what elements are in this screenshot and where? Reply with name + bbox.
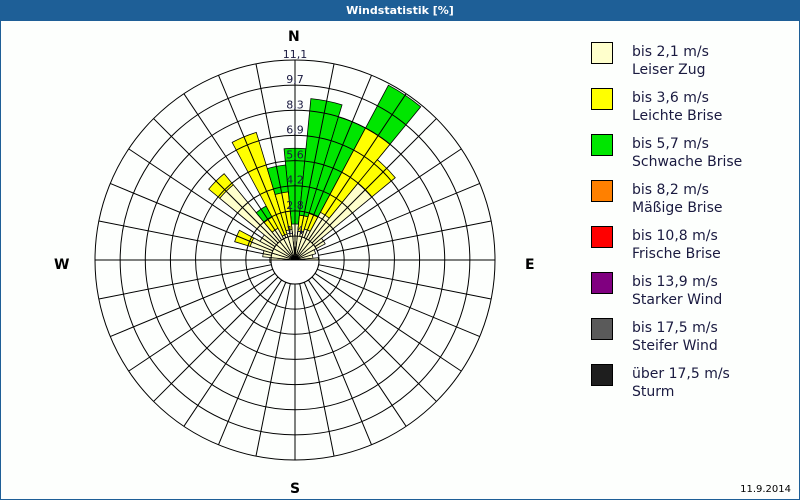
wind-rose-grid <box>94 59 496 461</box>
legend-label: Leiser Zug <box>632 62 706 78</box>
legend-label: Starker Wind <box>632 292 723 308</box>
legend-label: Leichte Brise <box>632 108 723 124</box>
ring-label: 4,2 <box>286 174 304 187</box>
legend-item-frische-brise: bis 10,8 m/s Frische Brise <box>591 226 791 272</box>
ring-label: 1,4 <box>286 224 304 237</box>
grid-radial <box>110 183 274 252</box>
grid-radial <box>255 63 291 237</box>
legend-swatch <box>591 134 613 156</box>
wind-rose-chart: 1,4 2,8 4,2 5,6 6,9 8,3 9,7 11,1 <box>94 48 496 461</box>
legend-item-maessige-brise: bis 8,2 m/s Mäßige Brise <box>591 180 791 226</box>
grid-radial <box>98 264 272 300</box>
grid-radial <box>318 220 492 256</box>
chart-date: 11.9.2014 <box>740 484 791 495</box>
ring-label: 6,9 <box>286 123 304 136</box>
grid-radial <box>183 279 283 427</box>
legend-range: bis 3,6 m/s <box>632 90 709 106</box>
legend-swatch <box>591 364 613 386</box>
compass-north: N <box>288 29 300 45</box>
ring-label: 5,6 <box>286 149 304 162</box>
grid-radial <box>311 276 437 402</box>
compass-east: E <box>525 257 535 273</box>
ring-label: 11,1 <box>283 48 308 61</box>
grid-radial <box>316 268 480 337</box>
grid-radial <box>98 220 272 256</box>
legend-label: Schwache Brise <box>632 154 743 170</box>
wind-wedge <box>294 249 317 261</box>
grid-radial <box>153 276 279 402</box>
legend-item-starker-wind: bis 13,9 m/s Starker Wind <box>591 272 791 318</box>
legend-label: Sturm <box>632 384 675 400</box>
grid-radial <box>110 268 274 337</box>
grid-radial <box>128 272 276 372</box>
ring-label: 8,3 <box>286 98 304 111</box>
grid-radial <box>303 281 372 445</box>
grid-radial <box>307 279 407 427</box>
legend-swatch <box>591 42 613 64</box>
legend-item-leichte-brise: bis 3,6 m/s Leichte Brise <box>591 88 791 134</box>
compass-west: W <box>54 257 70 273</box>
grid-radial <box>255 283 291 457</box>
grid-radial <box>218 281 287 445</box>
legend-range: bis 17,5 m/s <box>632 320 718 336</box>
compass-south: S <box>290 481 301 497</box>
ring-labels: 1,4 2,8 4,2 5,6 6,9 8,3 9,7 11,1 <box>283 48 308 237</box>
grid-radial <box>183 93 283 241</box>
window-title: Windstatistik [%] <box>1 1 799 21</box>
legend: bis 2,1 m/s Leiser Zug bis 3,6 m/s Leichte… <box>591 42 791 410</box>
legend-swatch <box>591 318 613 340</box>
legend-range: bis 10,8 m/s <box>632 228 718 244</box>
grid-radial <box>128 148 276 248</box>
grid-radial <box>314 148 462 248</box>
grid-radial <box>299 283 335 457</box>
legend-swatch <box>591 272 613 294</box>
legend-label: Mäßige Brise <box>632 200 723 216</box>
legend-range: bis 2,1 m/s <box>632 44 709 60</box>
grid-radial <box>299 63 335 237</box>
grid-radial <box>303 75 372 239</box>
grid-radial <box>318 264 492 300</box>
ring-label: 9,7 <box>286 73 304 86</box>
grid-radial <box>314 272 462 372</box>
legend-range: bis 5,7 m/s <box>632 136 709 152</box>
legend-label: Steifer Wind <box>632 338 718 354</box>
grid-radial <box>307 93 407 241</box>
grid-radial <box>153 118 279 244</box>
legend-range: über 17,5 m/s <box>632 366 730 382</box>
grid-radial <box>218 75 287 239</box>
legend-item-leiser-zug: bis 2,1 m/s Leiser Zug <box>591 42 791 88</box>
calm-circle <box>270 259 320 285</box>
grid-radial <box>316 183 480 252</box>
legend-swatch <box>591 88 613 110</box>
ring-label: 2,8 <box>286 199 304 212</box>
legend-label: Frische Brise <box>632 246 721 262</box>
grid-radial <box>311 118 437 244</box>
legend-item-schwache-brise: bis 5,7 m/s Schwache Brise <box>591 134 791 180</box>
legend-swatch <box>591 226 613 248</box>
legend-range: bis 13,9 m/s <box>632 274 718 290</box>
legend-swatch <box>591 180 613 202</box>
legend-item-steifer-wind: bis 17,5 m/s Steifer Wind <box>591 318 791 364</box>
legend-item-sturm: über 17,5 m/s Sturm <box>591 364 791 410</box>
legend-range: bis 8,2 m/s <box>632 182 709 198</box>
